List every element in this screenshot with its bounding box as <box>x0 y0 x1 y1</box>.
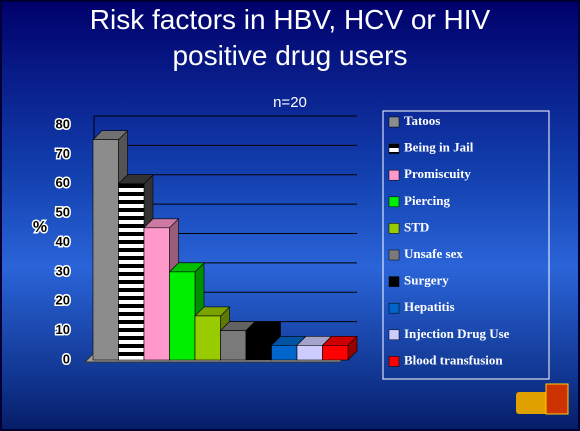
legend-label: Blood transfusion <box>404 352 503 367</box>
legend-label: Tatoos <box>404 113 440 128</box>
bar <box>194 315 221 361</box>
legend-label: STD <box>404 219 429 234</box>
legend-label: Surgery <box>404 273 449 288</box>
bar <box>322 345 349 361</box>
y-tick-label: 60 <box>56 175 70 190</box>
y-axis-label: % <box>33 219 47 236</box>
bar <box>169 271 196 361</box>
y-tick-label: 0 <box>63 351 70 366</box>
bar <box>296 345 323 361</box>
y-tick-label: 50 <box>56 205 70 220</box>
legend-label: Injection Drug Use <box>404 326 510 341</box>
legend-box <box>382 110 550 380</box>
legend-label: Being in Jail <box>404 140 474 155</box>
bar <box>92 139 119 361</box>
legend-key <box>388 223 400 234</box>
bar-group <box>321 335 358 361</box>
legend-key <box>388 116 400 128</box>
bar <box>143 227 170 361</box>
y-tick-label: 30 <box>56 263 70 278</box>
legend-key <box>388 249 400 261</box>
legend-label: Hepatitis <box>404 299 455 314</box>
legend-key <box>388 276 400 287</box>
legend-key <box>388 143 400 154</box>
legend-key <box>388 356 400 367</box>
legend-label: Unsafe sex <box>404 246 463 261</box>
chart-subtitle: n=20 <box>273 94 307 111</box>
chart-title: Risk factors in HBV, HCV or HIV positive… <box>89 4 491 71</box>
bar <box>245 330 272 361</box>
legend-key <box>388 196 400 208</box>
bar <box>118 183 145 361</box>
logo-right <box>545 383 569 415</box>
y-tick-label: 20 <box>56 293 70 308</box>
y-tick-label: 80 <box>56 116 70 131</box>
legend-label: Piercing <box>404 193 450 208</box>
y-tick-label: 70 <box>56 146 70 161</box>
legend-key <box>388 329 400 341</box>
logo <box>516 383 569 415</box>
legend-label: Promiscuity <box>404 166 471 181</box>
legend-key <box>388 169 400 181</box>
bar <box>220 330 247 361</box>
bar <box>271 345 298 361</box>
y-tick-label: 40 <box>56 234 70 249</box>
y-tick-label: 10 <box>56 322 70 337</box>
legend-key <box>388 302 400 314</box>
